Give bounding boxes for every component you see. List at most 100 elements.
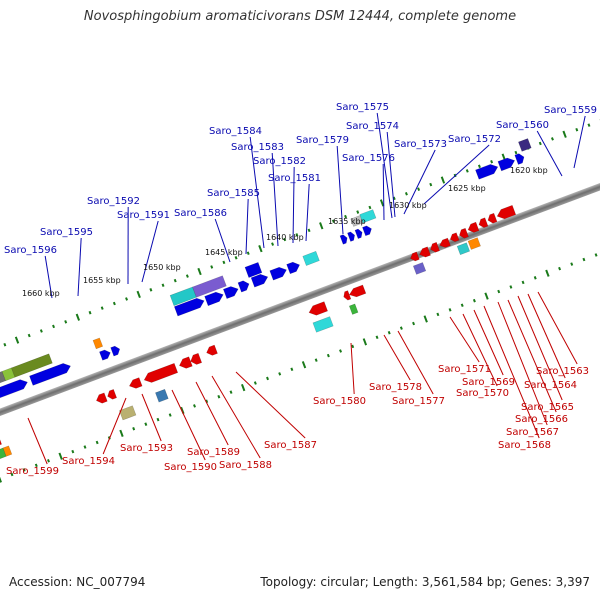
gene-label[interactable]: Saro_1577 bbox=[392, 396, 445, 407]
gene-block[interactable] bbox=[348, 303, 359, 315]
gene-label[interactable]: Saro_1585 bbox=[207, 188, 260, 199]
forward-gene[interactable] bbox=[286, 260, 302, 275]
gene-block[interactable] bbox=[456, 242, 470, 256]
gene-label[interactable]: Saro_1566 bbox=[515, 414, 568, 425]
forward-gene[interactable] bbox=[362, 225, 373, 237]
gene-label[interactable]: Saro_1564 bbox=[524, 380, 577, 391]
scale-tick-top bbox=[429, 182, 433, 187]
forward-gene[interactable] bbox=[339, 234, 349, 245]
gene-label[interactable]: Saro_1580 bbox=[313, 396, 366, 407]
gene-label[interactable]: Saro_1563 bbox=[536, 366, 589, 377]
gene-label[interactable]: Saro_1567 bbox=[506, 427, 559, 438]
reverse-gene[interactable] bbox=[438, 237, 451, 249]
gene-label[interactable]: Saro_1590 bbox=[164, 462, 217, 473]
gene-label[interactable]: Saro_1576 bbox=[342, 153, 395, 164]
gene-label[interactable]: Saro_1571 bbox=[438, 364, 491, 375]
forward-gene[interactable] bbox=[497, 156, 516, 172]
gene-label[interactable]: Saro_1584 bbox=[209, 126, 262, 137]
gene-label[interactable]: Saro_1570 bbox=[456, 388, 509, 399]
reverse-gene[interactable] bbox=[429, 241, 440, 253]
forward-gene[interactable] bbox=[269, 265, 288, 281]
reverse-gene[interactable] bbox=[342, 290, 352, 302]
gene-label[interactable]: Saro_1582 bbox=[253, 156, 306, 167]
gene-label[interactable]: Saro_1579 bbox=[296, 135, 349, 146]
scale-tick-top bbox=[550, 137, 554, 141]
gene-block[interactable] bbox=[518, 138, 532, 152]
gene-label[interactable]: Saro_1593 bbox=[120, 443, 173, 454]
forward-gene[interactable] bbox=[223, 284, 240, 299]
forward-gene[interactable] bbox=[347, 231, 356, 242]
gene-label[interactable]: Saro_1575 bbox=[336, 102, 389, 113]
reverse-gene[interactable] bbox=[486, 212, 498, 224]
reverse-gene[interactable] bbox=[178, 356, 193, 371]
gene-label[interactable]: Saro_1586 bbox=[174, 208, 227, 219]
gene-block[interactable] bbox=[92, 337, 104, 350]
reverse-gene[interactable] bbox=[418, 246, 431, 259]
forward-gene[interactable] bbox=[29, 361, 72, 386]
gene-block[interactable] bbox=[2, 445, 13, 457]
gene-block[interactable] bbox=[11, 353, 53, 378]
forward-gene[interactable] bbox=[0, 377, 29, 400]
gene-label[interactable]: Saro_1594 bbox=[62, 456, 115, 467]
forward-gene[interactable] bbox=[99, 348, 112, 361]
gene-label[interactable]: Saro_1588 bbox=[219, 460, 272, 471]
gene-block[interactable] bbox=[244, 262, 263, 278]
reverse-gene[interactable] bbox=[189, 352, 203, 366]
gene-label[interactable]: Saro_1569 bbox=[462, 377, 515, 388]
gene-label[interactable]: Saro_1596 bbox=[4, 245, 57, 256]
forward-gene[interactable] bbox=[475, 162, 499, 180]
reverse-gene[interactable] bbox=[495, 204, 517, 221]
chromosome-backbone bbox=[0, 148, 600, 451]
gene-block[interactable] bbox=[119, 405, 137, 421]
forward-gene[interactable] bbox=[173, 296, 206, 317]
gene-block[interactable] bbox=[467, 237, 481, 250]
scale-tick-label: 1655 kbp bbox=[83, 276, 121, 285]
gene-block[interactable] bbox=[192, 275, 227, 298]
gene-label[interactable]: Saro_1560 bbox=[496, 120, 549, 131]
scale-tick-bottom bbox=[168, 413, 172, 417]
gene-block[interactable] bbox=[155, 388, 169, 403]
reverse-gene[interactable] bbox=[477, 217, 489, 229]
forward-gene[interactable] bbox=[250, 272, 269, 288]
forward-gene[interactable] bbox=[110, 345, 122, 357]
gene-block[interactable] bbox=[359, 209, 377, 224]
scale-tick-top bbox=[136, 290, 141, 299]
gene-label[interactable]: Saro_1591 bbox=[117, 210, 170, 221]
reverse-gene[interactable] bbox=[0, 434, 2, 449]
scale-tick-top bbox=[75, 313, 81, 321]
gene-label[interactable]: Saro_1587 bbox=[264, 440, 317, 451]
forward-gene[interactable] bbox=[237, 279, 251, 293]
forward-gene[interactable] bbox=[514, 152, 526, 165]
reverse-gene[interactable] bbox=[348, 284, 367, 299]
gene-label[interactable]: Saro_1565 bbox=[521, 402, 574, 413]
gene-label[interactable]: Saro_1574 bbox=[346, 121, 399, 132]
gene-label[interactable]: Saro_1592 bbox=[87, 196, 140, 207]
reverse-gene[interactable] bbox=[458, 227, 469, 239]
reverse-gene[interactable] bbox=[142, 362, 179, 384]
gene-label[interactable]: Saro_1595 bbox=[40, 227, 93, 238]
gene-label[interactable]: Saro_1578 bbox=[369, 382, 422, 393]
reverse-gene[interactable] bbox=[409, 251, 420, 262]
gene-label[interactable]: Saro_1583 bbox=[231, 142, 284, 153]
gene-label[interactable]: Saro_1581 bbox=[268, 173, 321, 184]
forward-gene[interactable] bbox=[204, 290, 225, 307]
reverse-gene[interactable] bbox=[95, 392, 108, 405]
scale-tick-bottom bbox=[509, 285, 513, 289]
reverse-gene[interactable] bbox=[106, 389, 117, 400]
gene-label[interactable]: Saro_1572 bbox=[448, 134, 501, 145]
gene-label[interactable]: Saro_1559 bbox=[544, 105, 597, 116]
reverse-gene[interactable] bbox=[205, 344, 218, 357]
gene-label[interactable]: Saro_1573 bbox=[394, 139, 447, 150]
reverse-gene[interactable] bbox=[466, 221, 480, 234]
reverse-gene[interactable] bbox=[307, 301, 328, 318]
reverse-gene[interactable] bbox=[128, 377, 143, 391]
gene-block[interactable] bbox=[412, 262, 427, 275]
forward-gene[interactable] bbox=[354, 228, 364, 239]
gene-label[interactable]: Saro_1599 bbox=[6, 466, 59, 477]
scale-tick-label: 1650 kbp bbox=[143, 263, 181, 272]
gene-block[interactable] bbox=[302, 250, 320, 266]
gene-label[interactable]: Saro_1568 bbox=[498, 440, 551, 451]
gene-block[interactable] bbox=[312, 316, 334, 333]
gene-label[interactable]: Saro_1589 bbox=[187, 447, 240, 458]
reverse-gene[interactable] bbox=[449, 232, 460, 243]
